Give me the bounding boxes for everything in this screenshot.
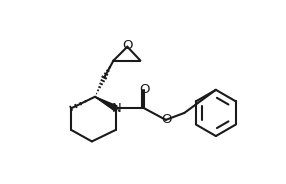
Text: O: O [122,39,133,52]
Text: N: N [112,102,122,115]
Text: O: O [161,113,172,126]
Polygon shape [95,97,117,111]
Text: O: O [139,83,150,95]
